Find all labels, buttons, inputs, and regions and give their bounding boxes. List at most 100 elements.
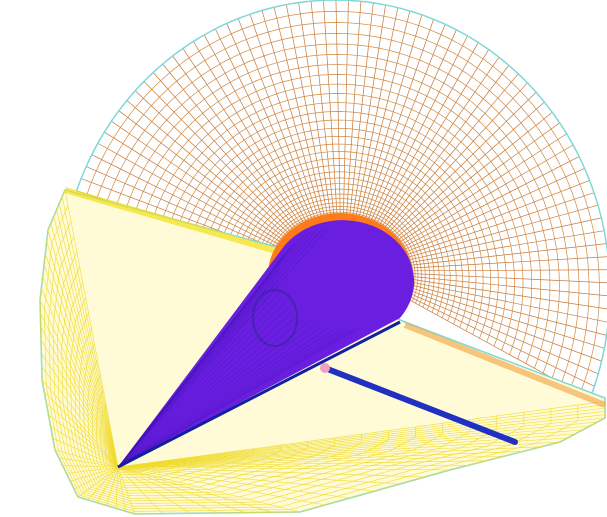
plane-curve <box>39 189 606 515</box>
plane-curve <box>65 282 443 499</box>
radial-line <box>409 273 607 284</box>
radial-line <box>172 55 299 227</box>
cone-line <box>117 329 342 468</box>
radial-line <box>409 256 607 269</box>
cone-line <box>117 301 286 468</box>
rod-joint <box>320 363 330 373</box>
cone-line <box>117 325 315 468</box>
radial-line <box>285 4 328 217</box>
cone-line <box>117 257 284 468</box>
cone-line <box>117 268 280 468</box>
ring-line <box>144 74 542 364</box>
radial-line <box>404 180 590 253</box>
cone-line <box>117 296 283 468</box>
cone-line <box>117 329 349 468</box>
plane-line <box>117 401 606 468</box>
cone-line <box>117 328 355 468</box>
ring-line <box>153 83 533 360</box>
radial-line <box>367 24 446 221</box>
radial-line <box>346 1 362 216</box>
ring-line <box>250 188 435 310</box>
radial-line <box>398 133 567 243</box>
plane-curve <box>104 420 200 476</box>
ring-line <box>86 11 600 394</box>
ring-line <box>116 43 570 379</box>
cone-line <box>117 279 279 468</box>
radial-line <box>273 7 325 217</box>
radial-line <box>409 281 607 323</box>
plane-curve <box>95 389 254 481</box>
plane-curve <box>69 297 416 497</box>
ring-line <box>75 0 607 399</box>
radial-line <box>118 110 286 239</box>
cone-line <box>117 306 289 468</box>
radial-line <box>405 192 595 256</box>
ring-line <box>208 143 477 331</box>
plane-edge <box>403 322 607 408</box>
radial-line <box>396 122 560 241</box>
radial-line <box>406 292 599 375</box>
radial-line <box>386 73 519 231</box>
radial-line <box>352 4 386 217</box>
radial-line <box>408 230 605 264</box>
radial-line <box>388 82 528 233</box>
radial-line <box>214 28 310 222</box>
radial-line <box>409 278 607 310</box>
ring-line <box>194 128 491 339</box>
radial-line <box>193 41 305 224</box>
radial-line <box>335 0 341 216</box>
cone-line <box>117 274 279 468</box>
rod <box>322 365 518 445</box>
plane-curve <box>43 205 579 512</box>
ring-line <box>222 158 463 325</box>
ring-line <box>239 177 445 316</box>
radial-line <box>226 23 313 220</box>
ring-line <box>262 202 422 304</box>
plane-curve <box>82 343 335 489</box>
ring-line <box>245 183 440 313</box>
radial-line <box>405 294 595 387</box>
plane-curve <box>61 266 470 502</box>
ring-line <box>135 64 551 369</box>
radial-line <box>358 10 411 218</box>
radial-line <box>111 120 284 241</box>
radial-line <box>381 56 500 228</box>
radial-line <box>97 142 280 245</box>
ring-line <box>268 209 416 301</box>
ring-line <box>170 102 515 351</box>
cone-line <box>117 311 293 468</box>
radial-line <box>143 81 292 233</box>
radial-line <box>104 131 282 243</box>
plane-curve <box>91 374 281 484</box>
radial-line <box>407 217 602 261</box>
cone-line <box>117 328 328 468</box>
radial-line <box>403 168 585 251</box>
radial-line <box>323 0 338 216</box>
plane-curve <box>74 312 389 494</box>
radial-line <box>370 29 457 222</box>
radial-line <box>134 90 290 235</box>
ring-line <box>106 33 580 384</box>
radial-line <box>349 2 374 216</box>
plane-curve <box>52 236 525 507</box>
radial-line <box>376 42 479 224</box>
cone-line <box>117 285 279 468</box>
plane-edge <box>64 187 291 258</box>
radial-line <box>409 269 607 272</box>
dome-mesh <box>75 0 607 399</box>
radial-line <box>162 63 297 229</box>
ring-line <box>254 193 430 308</box>
plane-mesh <box>39 189 606 515</box>
cone-line <box>117 262 281 468</box>
cone-line <box>117 319 303 468</box>
plane-curve <box>87 359 308 486</box>
cone-line <box>117 326 362 468</box>
ring-line <box>201 136 484 335</box>
radial-line <box>395 111 553 239</box>
radial-line <box>91 154 279 248</box>
ring-line <box>234 171 451 318</box>
radial-line <box>383 65 510 229</box>
ring-line <box>228 165 457 321</box>
radial-line <box>409 243 607 266</box>
